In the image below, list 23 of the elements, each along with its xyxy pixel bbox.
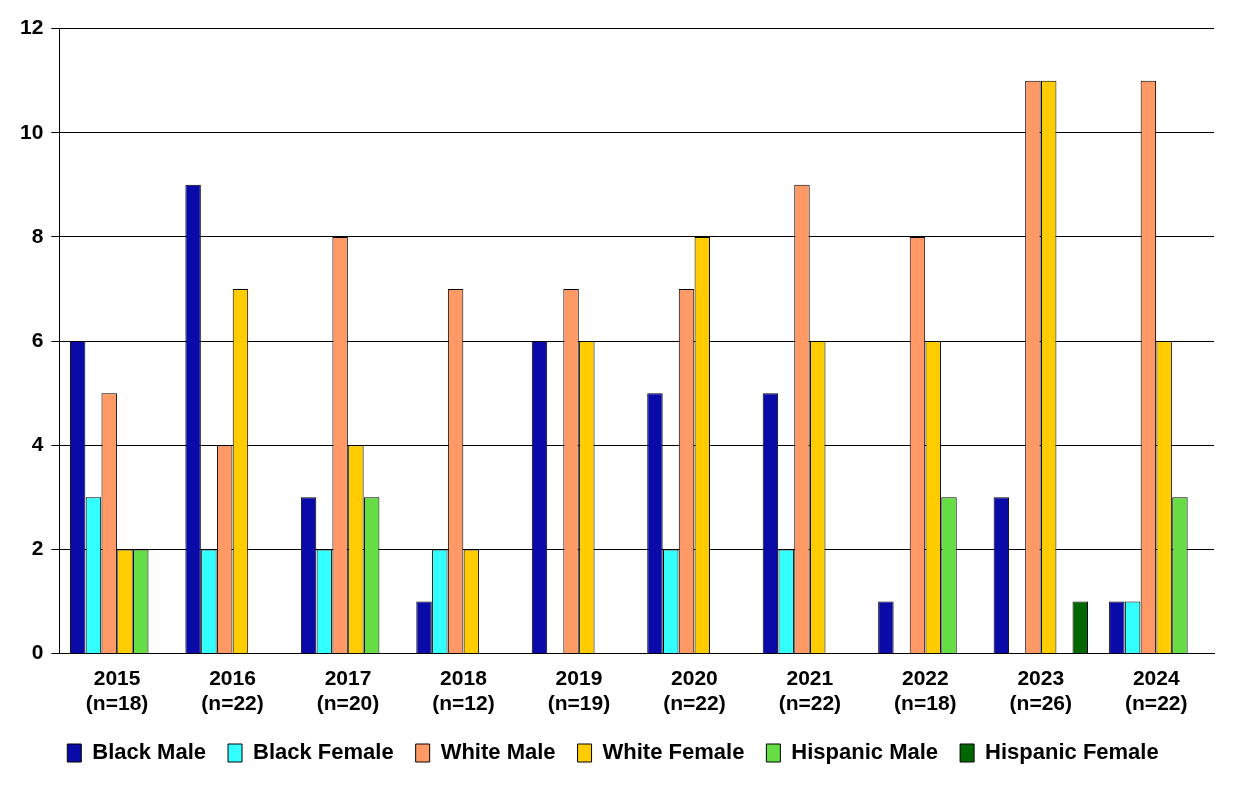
x-tick-label: 2023 (n=26) [1009, 666, 1073, 715]
y-tick-label: 4 [31, 432, 44, 456]
legend-label: White Male [440, 739, 556, 765]
legend-label: White Female [602, 739, 745, 765]
legend-label: Black Male [92, 739, 207, 765]
x-tick-label: 2020 (n=22) [663, 666, 726, 715]
x-tick-label: 2019 (n=19) [547, 666, 611, 715]
x-tick-label: 2015 (n=18) [85, 666, 149, 715]
y-tick-label: 10 [20, 119, 44, 143]
y-tick-label: 6 [31, 327, 44, 351]
legend-label: Black Female [253, 739, 394, 765]
x-tick-label: 2024 (n=22) [1125, 666, 1188, 715]
y-tick-label: 8 [31, 223, 44, 247]
y-tick-label: 2 [31, 536, 44, 560]
x-tick-label: 2021 (n=22) [778, 666, 842, 715]
legend-label: Hispanic Female [985, 739, 1159, 765]
y-tick-label: 12 [20, 15, 44, 39]
x-tick-label: 2017 (n=20) [316, 666, 380, 715]
x-tick-label: 2018 (n=12) [432, 666, 495, 715]
x-tick-label: 2022 (n=18) [894, 666, 957, 715]
y-tick-label: 0 [31, 640, 44, 664]
x-tick-label: 2016 (n=22) [201, 666, 264, 715]
legend-label: Hispanic Male [791, 739, 939, 765]
